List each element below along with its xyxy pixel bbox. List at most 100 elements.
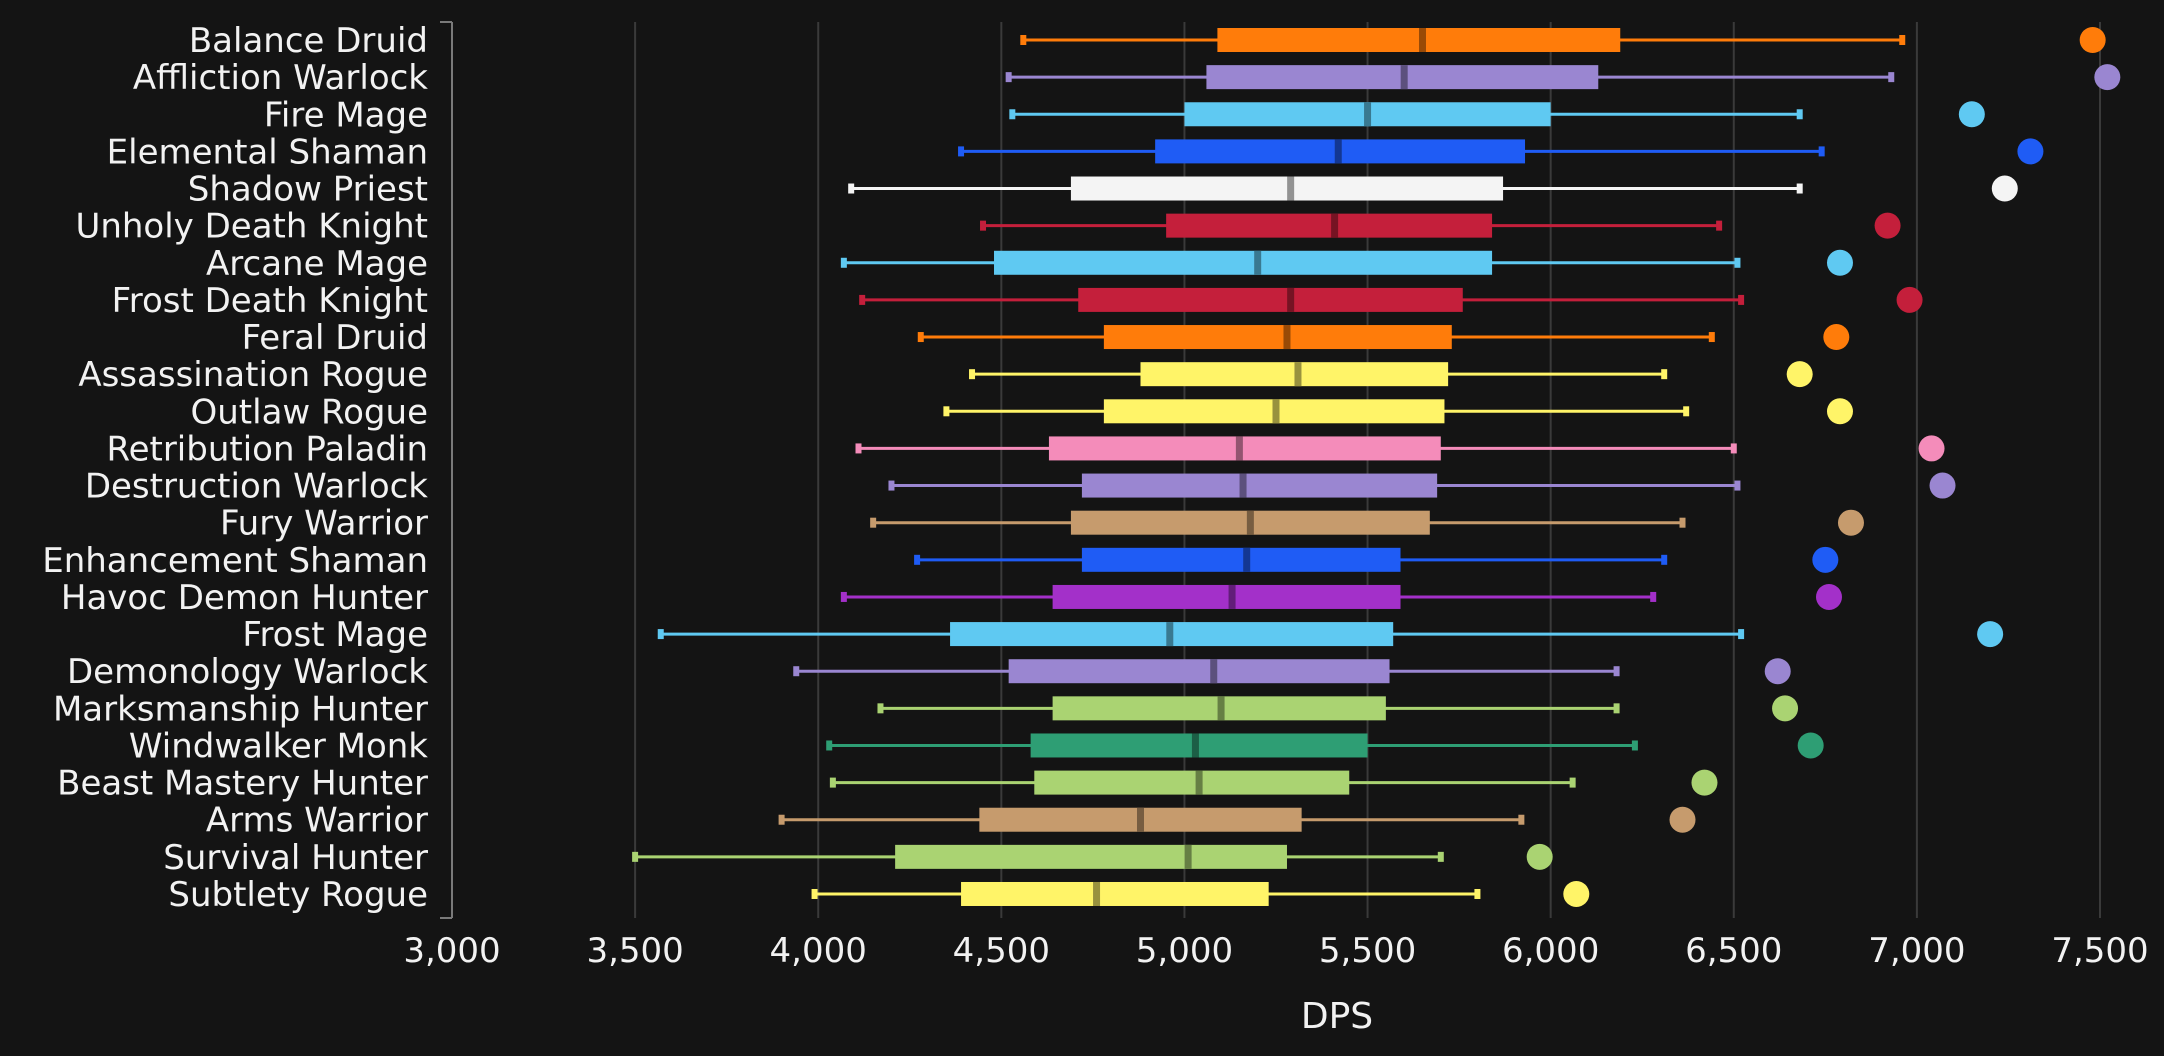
- box-row: [888, 472, 1956, 499]
- whisker-max-cap: [1613, 703, 1620, 714]
- median-marker: [1334, 139, 1342, 164]
- category-label: Fire Mage: [264, 95, 428, 135]
- box-row: [829, 769, 1718, 796]
- iqr-box: [1052, 584, 1401, 609]
- whisker-max-cap: [1716, 220, 1723, 231]
- whisker-max-cap: [1796, 183, 1803, 194]
- category-label: Balance Druid: [189, 21, 428, 61]
- iqr-box: [1217, 28, 1621, 52]
- median-marker: [1239, 473, 1247, 498]
- iqr-box: [1103, 325, 1452, 350]
- x-tick-label: 3,500: [586, 931, 683, 971]
- category-label: Fury Warrior: [220, 504, 428, 544]
- max-point: [1826, 398, 1853, 425]
- category-label: Subtlety Rogue: [168, 875, 428, 915]
- category-label: Demonology Warlock: [67, 652, 428, 692]
- box-row: [778, 806, 1696, 833]
- max-point: [1823, 324, 1850, 351]
- box-row: [840, 583, 1842, 610]
- whisker-min-cap: [811, 888, 818, 899]
- iqr-box: [1078, 287, 1463, 312]
- category-label: Windwalker Monk: [129, 726, 428, 766]
- x-tick-label: 7,000: [1868, 931, 1965, 971]
- box-row: [969, 361, 1813, 388]
- whisker-min-cap: [1005, 72, 1012, 83]
- max-point: [1669, 806, 1696, 833]
- iqr-box: [1048, 436, 1441, 461]
- box-row: [840, 249, 1853, 276]
- box-row: [826, 732, 1824, 759]
- whisker-max-cap: [1888, 72, 1895, 83]
- box-row: [914, 546, 1839, 573]
- max-point: [2079, 27, 2106, 53]
- whisker-min-cap: [943, 406, 950, 417]
- category-label: Arms Warrior: [206, 801, 428, 841]
- whisker-max-cap: [1738, 629, 1745, 640]
- category-label: Beast Mastery Hunter: [57, 764, 428, 804]
- category-label: Outlaw Rogue: [191, 392, 429, 432]
- box-row: [1020, 27, 2106, 53]
- whisker-max-cap: [1661, 554, 1668, 565]
- box-row: [811, 880, 1590, 907]
- whisker-max-cap: [1734, 480, 1741, 491]
- median-marker: [1400, 65, 1408, 90]
- box-row: [943, 398, 1853, 425]
- x-tick-label: 5,000: [1136, 931, 1233, 971]
- max-point: [1958, 101, 1985, 128]
- category-label: Feral Druid: [242, 318, 428, 358]
- max-point: [1826, 249, 1853, 276]
- median-marker: [1166, 622, 1174, 647]
- whisker-min-cap: [1020, 35, 1027, 45]
- whisker-max-cap: [1518, 814, 1525, 825]
- median-marker: [1195, 770, 1203, 795]
- boxes: [632, 27, 2121, 907]
- category-label: Shadow Priest: [188, 170, 428, 210]
- whisker-min-cap: [840, 257, 847, 268]
- whisker-min-cap: [914, 554, 921, 565]
- iqr-box: [1081, 547, 1401, 572]
- whisker-min-cap: [840, 591, 847, 602]
- median-marker: [1364, 102, 1372, 127]
- iqr-box: [1030, 733, 1368, 758]
- median-marker: [1287, 176, 1295, 201]
- median-marker: [1191, 733, 1199, 758]
- box-row: [877, 695, 1799, 722]
- whisker-max-cap: [1796, 109, 1803, 120]
- whisker-max-cap: [1818, 146, 1825, 157]
- x-axis-title: DPS: [1301, 996, 1373, 1037]
- box-row: [632, 843, 1553, 870]
- category-label: Frost Mage: [242, 615, 428, 655]
- x-tick-label: 4,000: [770, 931, 867, 971]
- whisker-max-cap: [1734, 257, 1741, 268]
- category-label: Unholy Death Knight: [75, 207, 428, 247]
- iqr-box: [1008, 659, 1390, 684]
- whisker-min-cap: [877, 703, 884, 714]
- median-marker: [1243, 547, 1251, 572]
- category-label: Survival Hunter: [163, 838, 428, 878]
- max-point: [1786, 361, 1813, 388]
- whisker-max-cap: [1661, 369, 1668, 380]
- category-label: Arcane Mage: [206, 244, 428, 284]
- category-label: Assassination Rogue: [78, 355, 428, 395]
- median-marker: [1228, 584, 1236, 609]
- box-row: [958, 138, 2044, 165]
- max-point: [1896, 286, 1923, 313]
- box-row: [657, 621, 2004, 648]
- x-tick-label: 4,500: [953, 931, 1050, 971]
- max-point: [1812, 546, 1839, 573]
- median-marker: [1331, 213, 1339, 238]
- max-point: [1991, 175, 2018, 202]
- box-row: [917, 324, 1850, 351]
- max-point: [1929, 472, 1956, 499]
- whisker-min-cap: [632, 851, 639, 862]
- max-point: [1874, 212, 1901, 239]
- median-marker: [1246, 510, 1254, 535]
- max-point: [1918, 435, 1945, 462]
- whisker-min-cap: [778, 814, 785, 825]
- category-label: Retribution Paladin: [106, 429, 428, 469]
- box-row: [980, 212, 1901, 239]
- category-label: Destruction Warlock: [85, 467, 428, 507]
- median-marker: [1418, 28, 1426, 52]
- x-tick-label: 6,500: [1685, 931, 1782, 971]
- max-point: [1977, 621, 2004, 648]
